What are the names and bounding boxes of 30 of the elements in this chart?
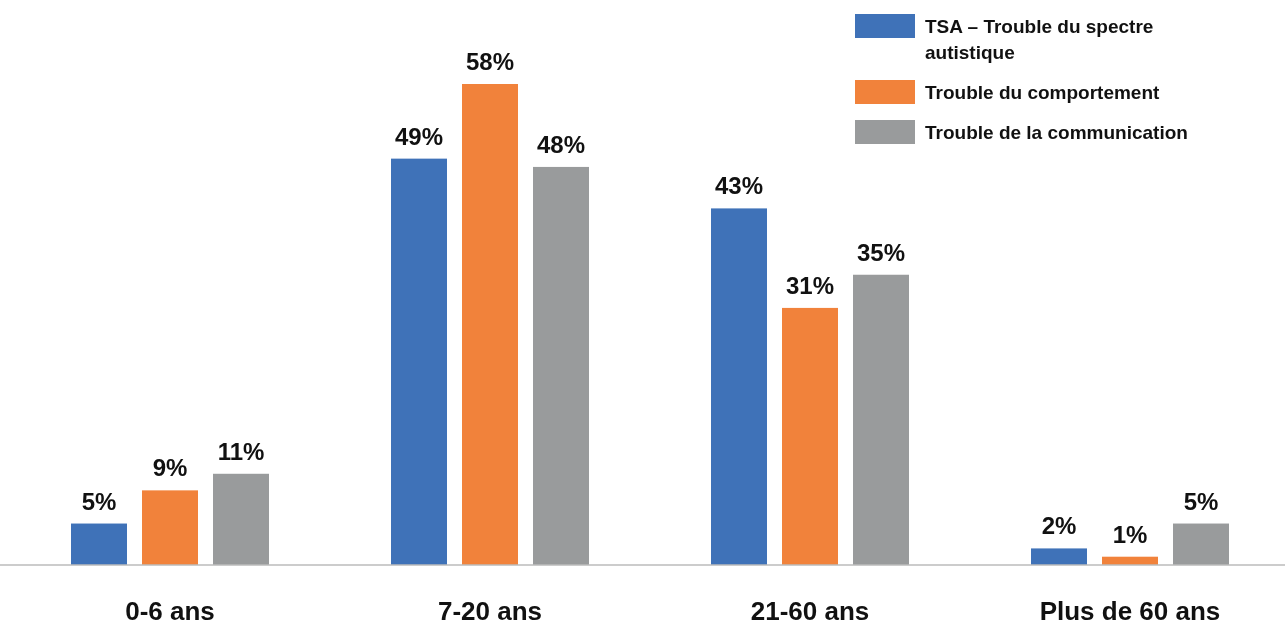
x-tick-label: Plus de 60 ans: [1039, 596, 1221, 623]
x-tick-label: 0-6 ans: [125, 596, 215, 623]
data-label: 11%: [217, 437, 265, 465]
legend-label: Trouble du comportement: [925, 82, 1161, 103]
legend-label: Trouble de la communication: [925, 122, 1188, 143]
bar: [1031, 548, 1087, 565]
bar: [853, 274, 909, 565]
bar: [711, 208, 767, 565]
x-tick-label: 7-20 ans: [437, 596, 543, 623]
data-label: 5%: [81, 487, 117, 515]
data-label: 58%: [465, 48, 515, 75]
data-label: 43%: [714, 172, 764, 200]
data-label: 35%: [856, 238, 906, 266]
bar: [1173, 523, 1229, 565]
data-label: 5%: [1183, 487, 1219, 515]
x-tick-label: 21-60 ans: [750, 596, 870, 623]
data-label: 1%: [1112, 520, 1148, 548]
bar: [782, 307, 838, 565]
legend-label: TSA – Trouble du spectre autistique: [925, 16, 1154, 63]
data-label: 2%: [1041, 512, 1077, 540]
bar: [462, 84, 518, 565]
bar: [142, 490, 198, 565]
bar: [533, 166, 589, 565]
bar: [213, 473, 269, 565]
data-label: 9%: [152, 454, 188, 482]
data-label: 31%: [785, 271, 835, 299]
data-label: 48%: [536, 130, 586, 158]
data-label: 49%: [394, 122, 444, 150]
bar: [391, 158, 447, 565]
bar: [71, 523, 127, 565]
